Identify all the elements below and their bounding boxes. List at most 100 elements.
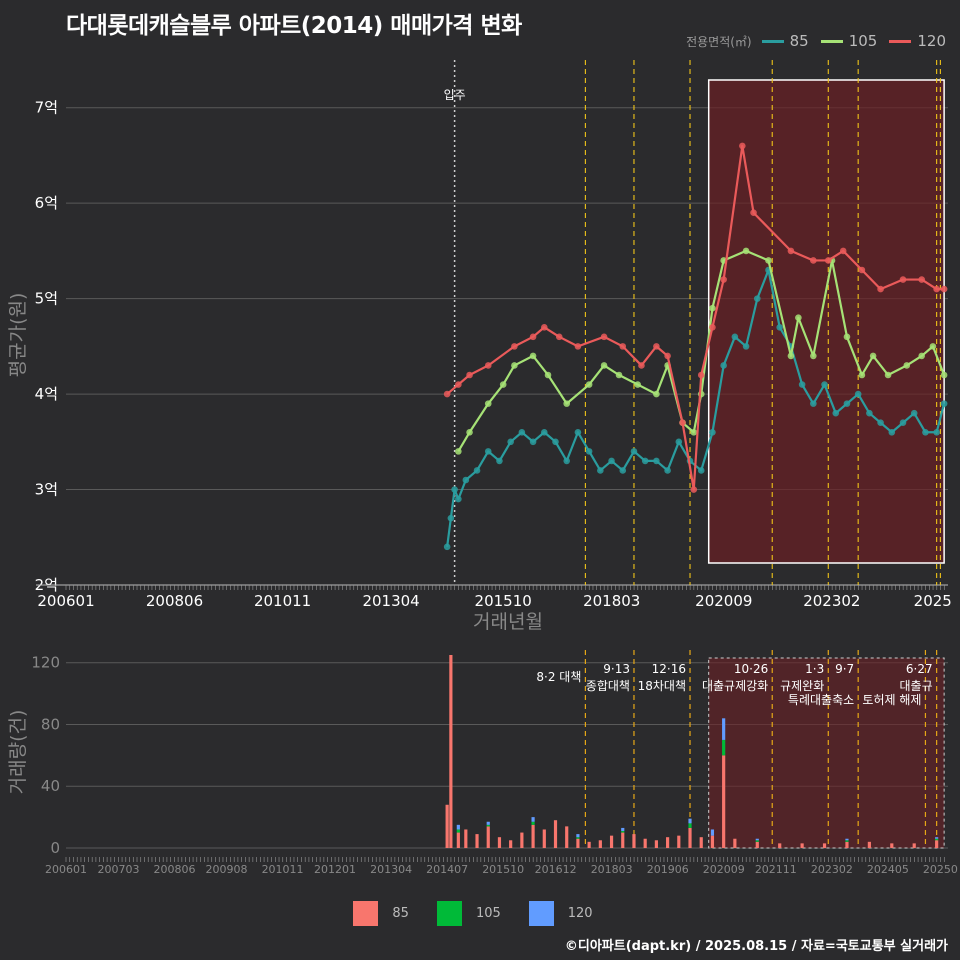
bar-120: [935, 837, 939, 839]
data-point-120: [697, 371, 705, 379]
bar-85: [553, 820, 558, 848]
data-point-85: [899, 419, 907, 427]
policy-date-label: 9·13: [603, 662, 630, 676]
bar-105: [722, 739, 726, 756]
data-point-85: [675, 438, 683, 446]
x-tick-label: 200806: [146, 592, 203, 610]
policy-name-label: 규제완화: [780, 679, 824, 693]
data-point-120: [540, 323, 548, 331]
x-tick-label-bottom: 200908: [206, 863, 248, 876]
bar-85: [609, 835, 614, 848]
bar-85: [688, 827, 692, 848]
y-tick-label-bottom: 80: [41, 715, 60, 733]
data-point-105: [653, 390, 660, 398]
y-tick-label-bottom: 120: [31, 654, 60, 672]
data-point-105: [795, 314, 802, 322]
bar-85: [643, 838, 647, 848]
data-point-120: [653, 343, 660, 350]
series-line-85: [446, 268, 946, 547]
data-point-120: [466, 371, 473, 379]
data-point-120: [638, 362, 645, 369]
data-point-85: [933, 428, 940, 436]
x-tick-label: 201011: [254, 592, 311, 610]
data-point-105: [600, 362, 608, 369]
legend-label-85: 85: [789, 32, 809, 50]
data-point-105: [615, 371, 623, 379]
data-point-120: [709, 323, 716, 331]
data-point-85: [462, 476, 470, 484]
x-tick-label-bottom: 201201: [314, 863, 356, 876]
data-point-85: [854, 390, 862, 398]
data-point-120: [933, 285, 940, 293]
data-point-105: [709, 304, 716, 312]
bar-85: [445, 804, 449, 848]
chart-title: 다대롯데캐슬블루 아파트(2014) 매매가격 변화: [66, 13, 522, 39]
data-point-120: [443, 390, 451, 398]
bar-85: [621, 832, 625, 848]
x-tick-label-bottom: 200806: [154, 863, 196, 876]
data-point-120: [899, 276, 907, 283]
bottom-legend-swatch-105: [436, 901, 462, 926]
data-point-85: [877, 419, 884, 427]
data-point-85: [641, 457, 649, 465]
data-point-105: [843, 333, 851, 341]
x-tick-label-bottom: 202302: [811, 863, 853, 876]
bar-105: [688, 823, 692, 828]
data-point-105: [918, 352, 925, 360]
x-tick-label-bottom: 202009: [703, 863, 745, 876]
data-point-85: [447, 514, 455, 522]
footer-credit: ©디아파트(dapt.kr) / 2025.08.15 / 자료=국토교통부 실…: [564, 939, 948, 954]
data-point-120: [858, 266, 866, 274]
bottom-legend-swatch-85: [353, 901, 379, 926]
y-tick-label: 4억: [35, 385, 58, 403]
x-tick-label: 201304: [362, 592, 419, 610]
legend-label-105: 105: [848, 32, 878, 50]
data-point-120: [679, 419, 686, 427]
data-point-85: [451, 486, 458, 493]
data-point-85: [843, 400, 851, 407]
move-in-label: 입주: [444, 88, 466, 102]
data-point-105: [529, 352, 537, 360]
bar-85: [778, 843, 782, 848]
policy-date-label: 8·2 대책: [536, 669, 581, 684]
x-tick-label-bottom: 20250: [923, 863, 958, 876]
data-point-120: [720, 276, 727, 283]
policy-name-label: 대출규제강화: [702, 679, 768, 693]
data-point-120: [574, 343, 582, 350]
bar-85: [755, 841, 759, 848]
data-point-105: [884, 371, 892, 379]
data-point-120: [619, 343, 627, 350]
data-point-85: [455, 495, 462, 503]
data-point-105: [511, 362, 518, 369]
data-point-85: [443, 543, 451, 551]
highlight-box: [707, 79, 945, 564]
bar-120: [621, 827, 625, 832]
data-point-85: [720, 362, 727, 369]
bar-85: [800, 843, 804, 848]
x-tick-label-bottom: 201011: [262, 863, 304, 876]
bar-120: [486, 821, 490, 825]
data-point-120: [529, 333, 537, 341]
data-point-85: [585, 448, 593, 455]
y-axis-label: 평균가(원): [7, 293, 29, 378]
bar-120: [688, 818, 692, 824]
data-point-85: [776, 323, 784, 331]
x-tick-label-bottom: 200703: [97, 863, 139, 876]
data-point-105: [940, 371, 948, 379]
data-point-105: [563, 400, 571, 407]
data-point-105: [929, 343, 937, 350]
data-point-105: [544, 371, 552, 379]
policy-name-label: 18차대책: [638, 678, 686, 693]
data-point-120: [739, 142, 746, 150]
policy-name-label: 종합대책: [586, 678, 630, 693]
bottom-legend-label-120: 120: [567, 906, 593, 921]
highlight-box-bottom: [708, 657, 945, 849]
data-point-120: [555, 333, 563, 341]
bar-105: [621, 831, 625, 833]
data-point-120: [839, 247, 847, 255]
bar-85: [632, 834, 636, 848]
y-axis-label-bottom: 거래량(건): [7, 710, 29, 795]
bar-85: [598, 840, 602, 848]
bar-85: [710, 835, 715, 848]
legend-swatch-85: [761, 39, 784, 43]
